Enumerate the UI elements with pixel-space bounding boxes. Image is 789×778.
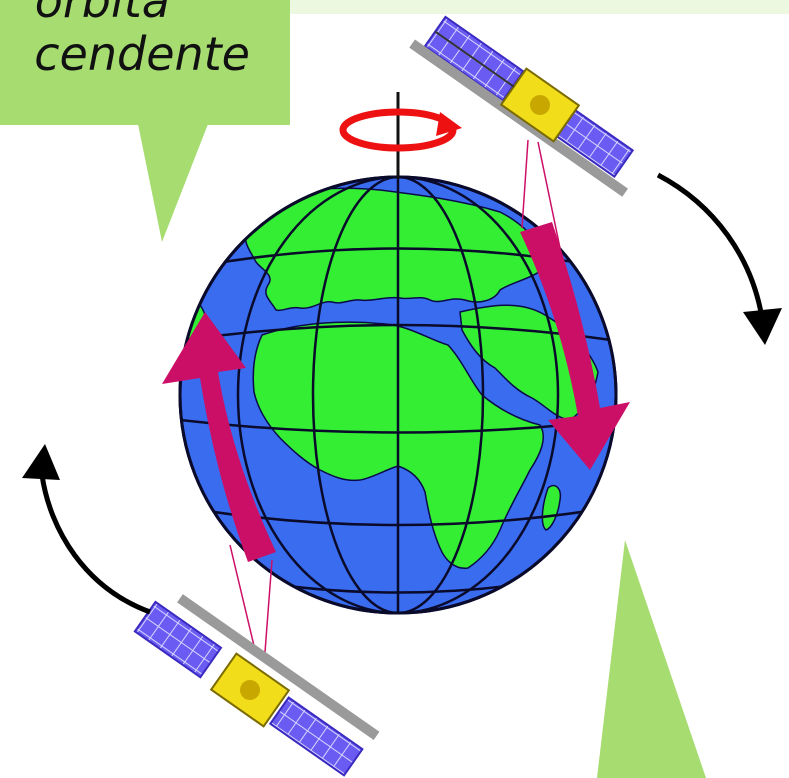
descending-arrow <box>520 222 630 470</box>
orbit-direction-arrowhead-left <box>22 444 60 480</box>
satellite-icon-bottom <box>133 594 380 777</box>
ascending-arrow <box>162 312 276 562</box>
orbit-direction-arrow-left <box>39 474 151 615</box>
callout-bubble-top <box>0 0 290 242</box>
callout-text-line-1: orbita <box>34 0 170 28</box>
top-band <box>290 0 789 14</box>
land-madagascar <box>541 484 562 531</box>
rotation-arrow-icon <box>339 92 462 178</box>
globe-icon <box>178 175 618 615</box>
callout-text-line-2: cendente <box>34 27 250 81</box>
satellite-icon <box>409 15 635 197</box>
orbit-direction-arrowhead-right <box>743 308 782 345</box>
orbit-direction-arrow-right <box>656 172 765 319</box>
sensor-lines <box>229 139 561 653</box>
callout-pointer-bottom <box>597 540 706 778</box>
